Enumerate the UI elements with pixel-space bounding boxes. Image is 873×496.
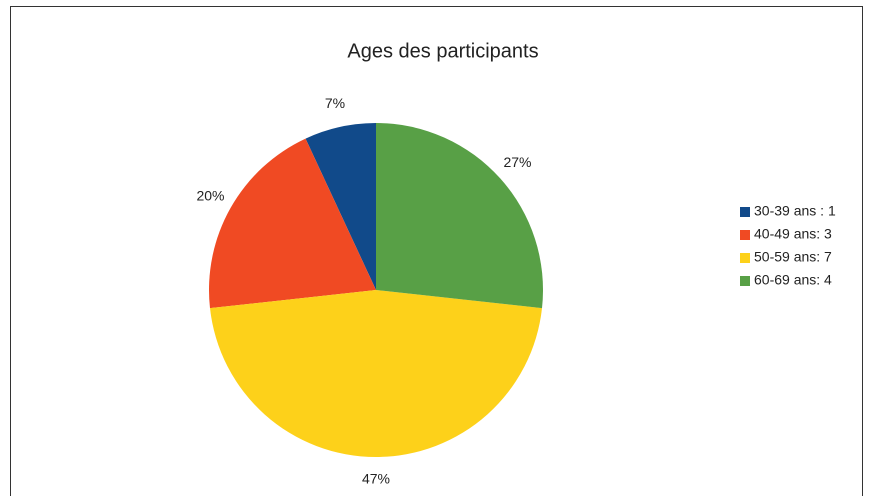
data-label: 20% [196,187,224,203]
legend-label: 60-69 ans: 4 [754,272,832,288]
legend-label: 40-49 ans: 3 [754,226,832,242]
pie-slice [376,123,543,309]
pie-slice [305,123,376,290]
legend-swatch [740,207,750,217]
pie-slice [208,138,376,309]
legend-label: 30-39 ans : 1 [754,203,836,219]
pie-slice [209,290,543,458]
legend-label: 50-59 ans: 7 [754,249,832,265]
data-label: 27% [503,154,531,170]
data-label: 7% [325,95,345,111]
legend-swatch [740,253,750,263]
chart-title: Ages des participants [347,40,538,62]
legend-swatch [740,230,750,240]
data-label: 47% [362,471,390,487]
legend-swatch [740,276,750,286]
